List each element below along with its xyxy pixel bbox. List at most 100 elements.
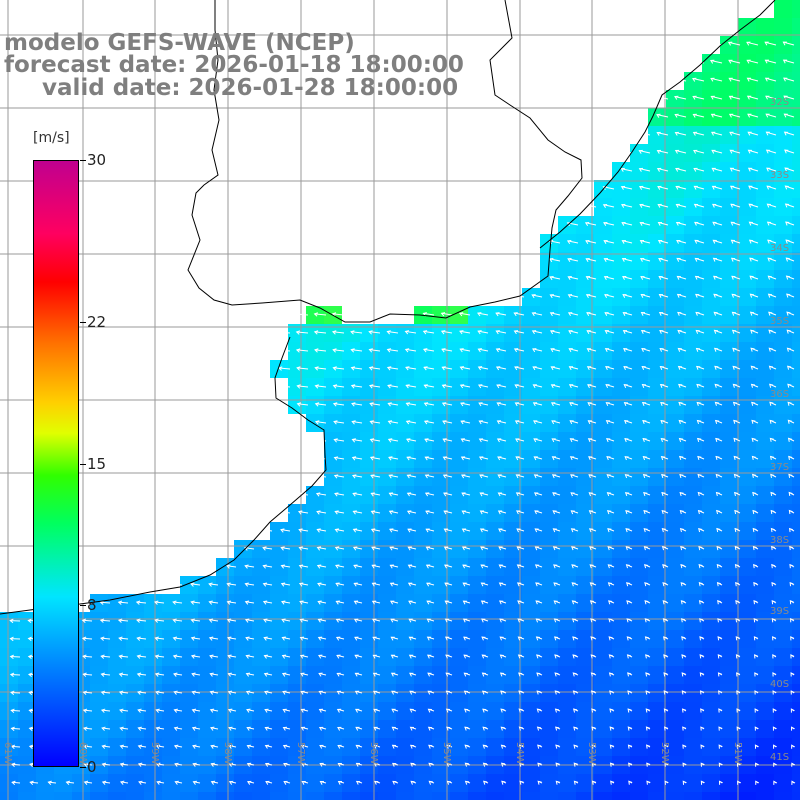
speed-cell — [378, 738, 396, 756]
speed-cell — [468, 558, 486, 576]
speed-cell — [198, 666, 216, 684]
wind-arrow — [372, 636, 381, 641]
speed-cell — [342, 504, 360, 522]
wind-arrow — [536, 690, 543, 695]
wind-arrow — [534, 528, 543, 533]
wind-arrow — [172, 600, 183, 605]
speed-cell — [396, 324, 414, 342]
wind-arrow — [606, 456, 615, 461]
speed-cell — [108, 774, 126, 792]
wind-arrow — [643, 564, 651, 569]
wind-arrow — [680, 618, 687, 623]
speed-cell — [486, 486, 504, 504]
speed-cell — [180, 684, 198, 702]
wind-arrow — [622, 348, 633, 352]
wind-arrow — [591, 744, 597, 749]
speed-cell — [468, 720, 486, 738]
wind-arrow — [621, 239, 633, 244]
wind-arrow — [9, 654, 21, 660]
speed-cell — [432, 432, 450, 450]
speed-cell — [576, 684, 594, 702]
wind-arrow — [673, 77, 687, 82]
wind-arrow — [409, 726, 417, 731]
wind-arrow — [534, 510, 543, 515]
wind-arrow — [427, 690, 435, 695]
wind-arrow — [423, 420, 435, 425]
speed-cell — [684, 792, 702, 800]
speed-cell — [468, 666, 486, 684]
speed-cell — [450, 702, 468, 720]
wind-arrow — [444, 618, 453, 623]
wind-arrow — [519, 780, 525, 785]
speed-cell — [558, 630, 576, 648]
speed-cell — [702, 486, 720, 504]
colorbar-tick-label: 30 — [87, 151, 107, 169]
speed-cell — [252, 576, 270, 594]
wind-arrow — [173, 726, 183, 731]
wind-arrow — [772, 690, 777, 695]
speed-cell — [396, 522, 414, 540]
speed-cell — [720, 342, 738, 360]
wind-arrow — [500, 726, 507, 731]
speed-cell — [738, 396, 756, 414]
speed-cell — [720, 90, 738, 108]
speed-cell — [702, 162, 720, 180]
wind-arrow — [698, 564, 705, 569]
wind-arrow — [460, 420, 471, 425]
speed-cell — [738, 234, 756, 252]
wind-arrow — [783, 95, 795, 100]
speed-cell — [774, 342, 792, 360]
speed-cell — [54, 792, 72, 800]
wind-arrow — [441, 384, 453, 389]
speed-cell — [288, 576, 306, 594]
wind-arrow — [137, 726, 147, 731]
coastline — [0, 0, 776, 615]
wind-arrow — [210, 744, 219, 749]
speed-cell — [648, 396, 666, 414]
speed-cell — [666, 720, 684, 738]
wind-arrow — [101, 744, 111, 749]
wind-arrow — [765, 113, 777, 118]
wind-arrow — [459, 330, 471, 335]
speed-cell — [612, 612, 630, 630]
wind-arrow — [351, 402, 363, 407]
wind-arrow — [676, 275, 687, 280]
speed-cell — [702, 252, 720, 270]
wind-arrow — [700, 726, 705, 731]
wind-arrow — [517, 618, 525, 623]
wind-arrow — [772, 726, 777, 731]
wind-arrow — [639, 203, 651, 208]
wind-arrow — [172, 636, 183, 641]
speed-cell — [792, 0, 800, 18]
speed-cell — [468, 306, 486, 324]
speed-cell — [720, 180, 738, 198]
wind-arrow — [662, 618, 669, 623]
speed-cell — [288, 504, 306, 522]
speed-cell — [198, 720, 216, 738]
wind-arrow — [645, 726, 651, 731]
wind-arrow — [81, 636, 93, 641]
wind-arrow — [263, 636, 273, 641]
speed-cell — [396, 702, 414, 720]
speed-cell — [792, 234, 800, 252]
speed-cell — [684, 342, 702, 360]
wind-arrow — [784, 167, 795, 172]
wind-arrow — [588, 492, 597, 497]
speed-cell — [360, 792, 378, 800]
speed-cell — [414, 486, 432, 504]
speed-cell — [162, 612, 180, 630]
speed-cell — [36, 792, 54, 800]
wind-arrow — [711, 149, 723, 154]
speed-cell — [702, 180, 720, 198]
wind-arrow — [590, 654, 597, 659]
speed-cell — [648, 504, 666, 522]
wind-arrow — [771, 636, 777, 641]
wind-arrow — [700, 744, 705, 749]
speed-cell — [774, 306, 792, 324]
wind-arrow — [387, 438, 399, 443]
speed-cell — [144, 612, 162, 630]
wind-arrow — [569, 402, 579, 407]
speed-cell — [486, 504, 504, 522]
wind-arrow — [442, 456, 453, 461]
speed-cell — [648, 522, 666, 540]
